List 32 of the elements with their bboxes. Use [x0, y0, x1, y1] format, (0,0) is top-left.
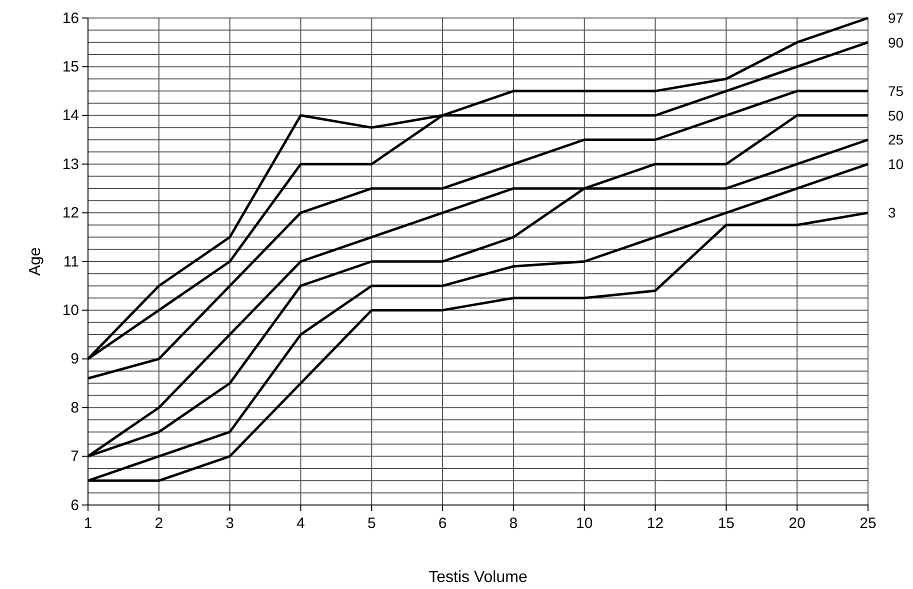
y-tick-label: 11	[63, 253, 79, 270]
series-label: 10	[888, 156, 904, 172]
y-tick-label: 9	[70, 350, 79, 368]
series-label: 75	[888, 82, 904, 99]
x-tick-label: 8	[509, 515, 518, 532]
y-tick-label: 12	[62, 204, 79, 222]
y-tick-label: 15	[62, 58, 79, 76]
y-tick-label: 13	[62, 156, 79, 173]
x-tick-label: 10	[576, 515, 593, 532]
x-tick-label: 12	[646, 515, 664, 532]
series-label: 50	[888, 107, 904, 124]
y-tick-label: 7	[70, 448, 79, 466]
y-axis-title: Age	[27, 247, 44, 276]
series-label: 25	[888, 132, 904, 148]
x-tick-label: 4	[296, 515, 305, 532]
x-tick-label: 15	[718, 515, 735, 532]
x-tick-label: 25	[860, 515, 876, 532]
x-tick-label: 5	[367, 515, 376, 532]
y-tick-label: 14	[62, 107, 79, 124]
y-tick-label: 6	[70, 496, 79, 514]
series-label: 3	[888, 204, 896, 221]
series-label: 97	[888, 10, 904, 26]
x-tick-label: 1	[84, 515, 92, 532]
y-tick-label: 16	[62, 10, 79, 27]
x-axis-title: Testis Volume	[428, 569, 528, 586]
x-tick-label: 3	[226, 515, 234, 532]
x-tick-label: 6	[438, 515, 447, 532]
x-tick-label: 20	[788, 515, 806, 532]
x-tick-label: 2	[154, 515, 164, 532]
series-label: 90	[888, 34, 904, 50]
y-tick-label: 10	[62, 302, 79, 319]
y-tick-label: 8	[70, 399, 79, 416]
